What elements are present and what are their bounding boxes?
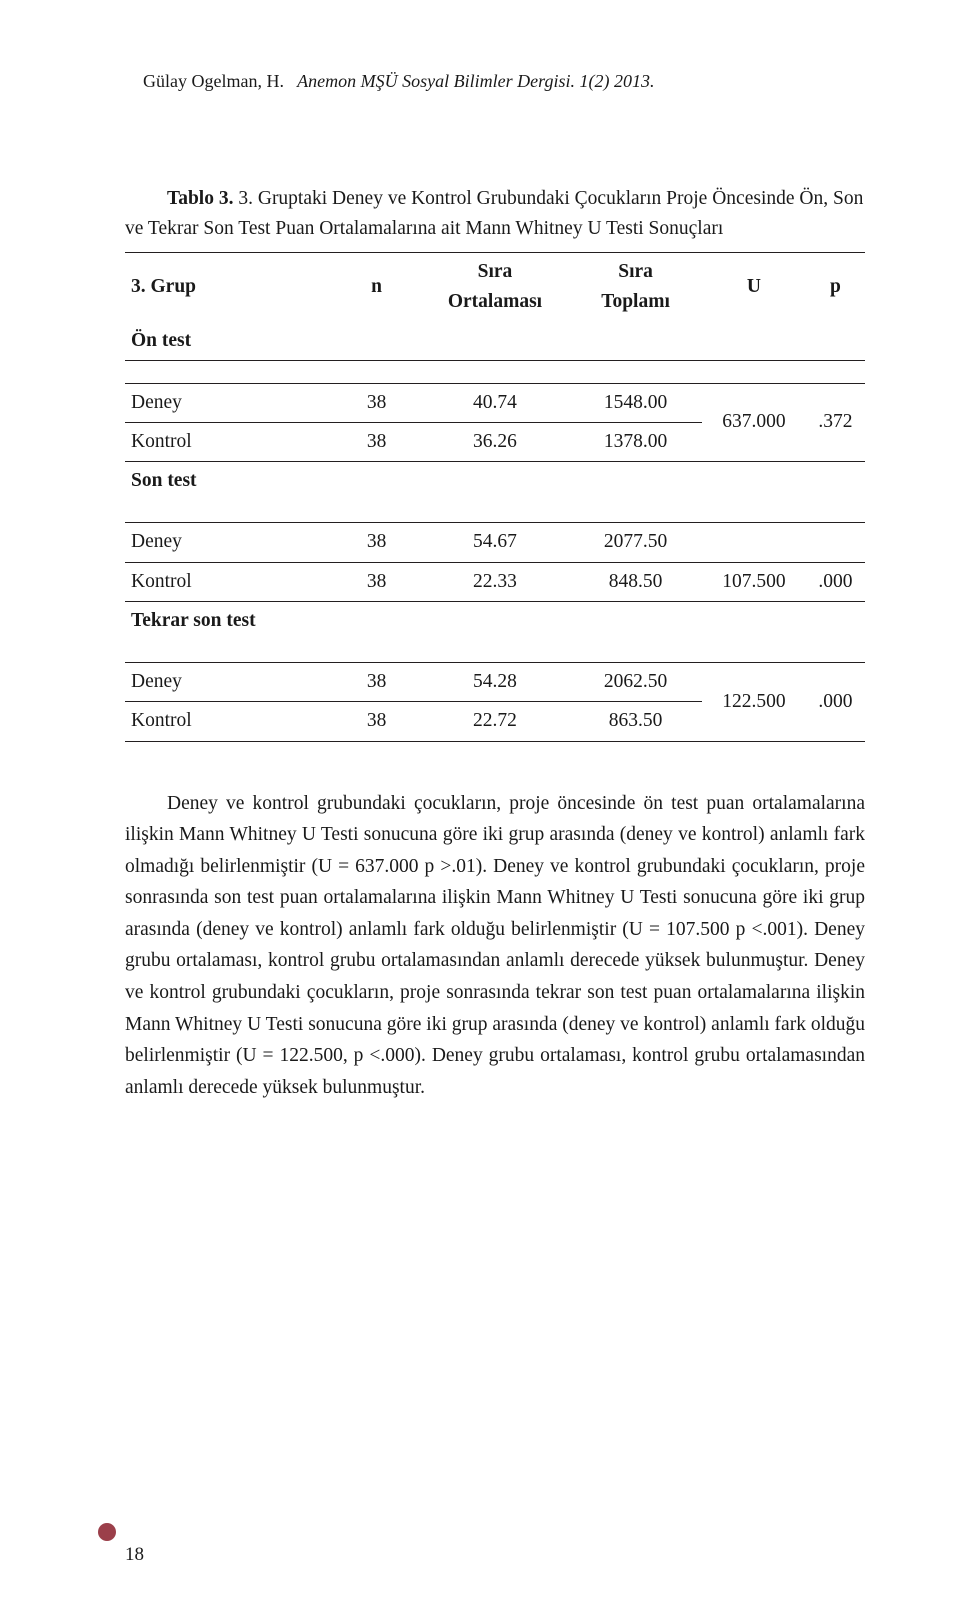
cell-group: Deney [125,663,332,702]
cell-mean: 22.72 [421,702,569,741]
cell-p: .372 [806,383,865,461]
table-row: Deney 38 54.67 2077.50 [125,523,865,562]
cell-mean: 22.33 [421,562,569,601]
cell-sum: 848.50 [569,562,702,601]
cell-n: 38 [332,562,421,601]
table-row: Tekrar son test [125,601,865,640]
table-header-row: 3. Grup n Sıra Ortalaması Sıra Toplamı U… [125,253,865,322]
cell-group: Kontrol [125,702,332,741]
cell-mean: 54.67 [421,523,569,562]
cell-sum: 1548.00 [569,383,702,422]
page: Gülay Ogelman, H. Anemon MŞÜ Sosyal Bili… [0,0,960,1609]
table-row: Deney 38 40.74 1548.00 637.000 .372 [125,383,865,422]
table-row: Ön test [125,322,865,361]
cell-mean: 36.26 [421,422,569,461]
col-mean: Sıra Ortalaması [421,253,569,322]
cell-sum: 1378.00 [569,422,702,461]
col-u: U [702,253,806,322]
cell-n: 38 [332,383,421,422]
section-label-tekrar: Tekrar son test [125,601,865,640]
table-row: Deney 38 54.28 2062.50 122.500 .000 [125,663,865,702]
cell-sum: 863.50 [569,702,702,741]
col-sum: Sıra Toplamı [569,253,702,322]
cell-empty [702,523,806,562]
cell-group: Deney [125,383,332,422]
body-paragraph: Deney ve kontrol grubundaki çocukların, … [125,788,865,1104]
cell-group: Deney [125,523,332,562]
cell-p: .000 [806,562,865,601]
cell-n: 38 [332,523,421,562]
table-caption-label: Tablo 3. [167,188,233,209]
table-caption-text: 3. Gruptaki Deney ve Kontrol Grubundaki … [125,188,863,239]
cell-sum: 2062.50 [569,663,702,702]
running-head-sep [284,71,297,91]
cell-mean: 40.74 [421,383,569,422]
running-head-author: Gülay Ogelman, H. [143,71,284,91]
cell-u: 637.000 [702,383,806,461]
running-head: Gülay Ogelman, H. Anemon MŞÜ Sosyal Bili… [125,40,865,124]
table-row: Kontrol 38 22.33 848.50 107.500 .000 [125,562,865,601]
table-caption: Tablo 3. 3. Gruptaki Deney ve Kontrol Gr… [125,184,865,244]
table-spacer [125,500,865,523]
cell-n: 38 [332,663,421,702]
stats-table: 3. Grup n Sıra Ortalaması Sıra Toplamı U… [125,252,865,741]
page-number: 18 [125,1540,144,1569]
col-group: 3. Grup [125,253,332,322]
col-p: p [806,253,865,322]
col-n: n [332,253,421,322]
cell-sum: 2077.50 [569,523,702,562]
cell-u: 107.500 [702,562,806,601]
table-spacer [125,360,865,383]
cell-u: 122.500 [702,663,806,741]
cell-group: Kontrol [125,422,332,461]
cell-n: 38 [332,422,421,461]
section-label-son: Son test [125,462,865,501]
running-head-journal: Anemon MŞÜ Sosyal Bilimler Dergisi. 1(2)… [297,71,654,91]
cell-mean: 54.28 [421,663,569,702]
cell-p: .000 [806,663,865,741]
cell-n: 38 [332,702,421,741]
table-row: Son test [125,462,865,501]
page-ornament-icon [98,1523,116,1541]
table-spacer [125,640,865,663]
cell-empty [806,523,865,562]
section-label-on: Ön test [125,322,865,361]
cell-group: Kontrol [125,562,332,601]
